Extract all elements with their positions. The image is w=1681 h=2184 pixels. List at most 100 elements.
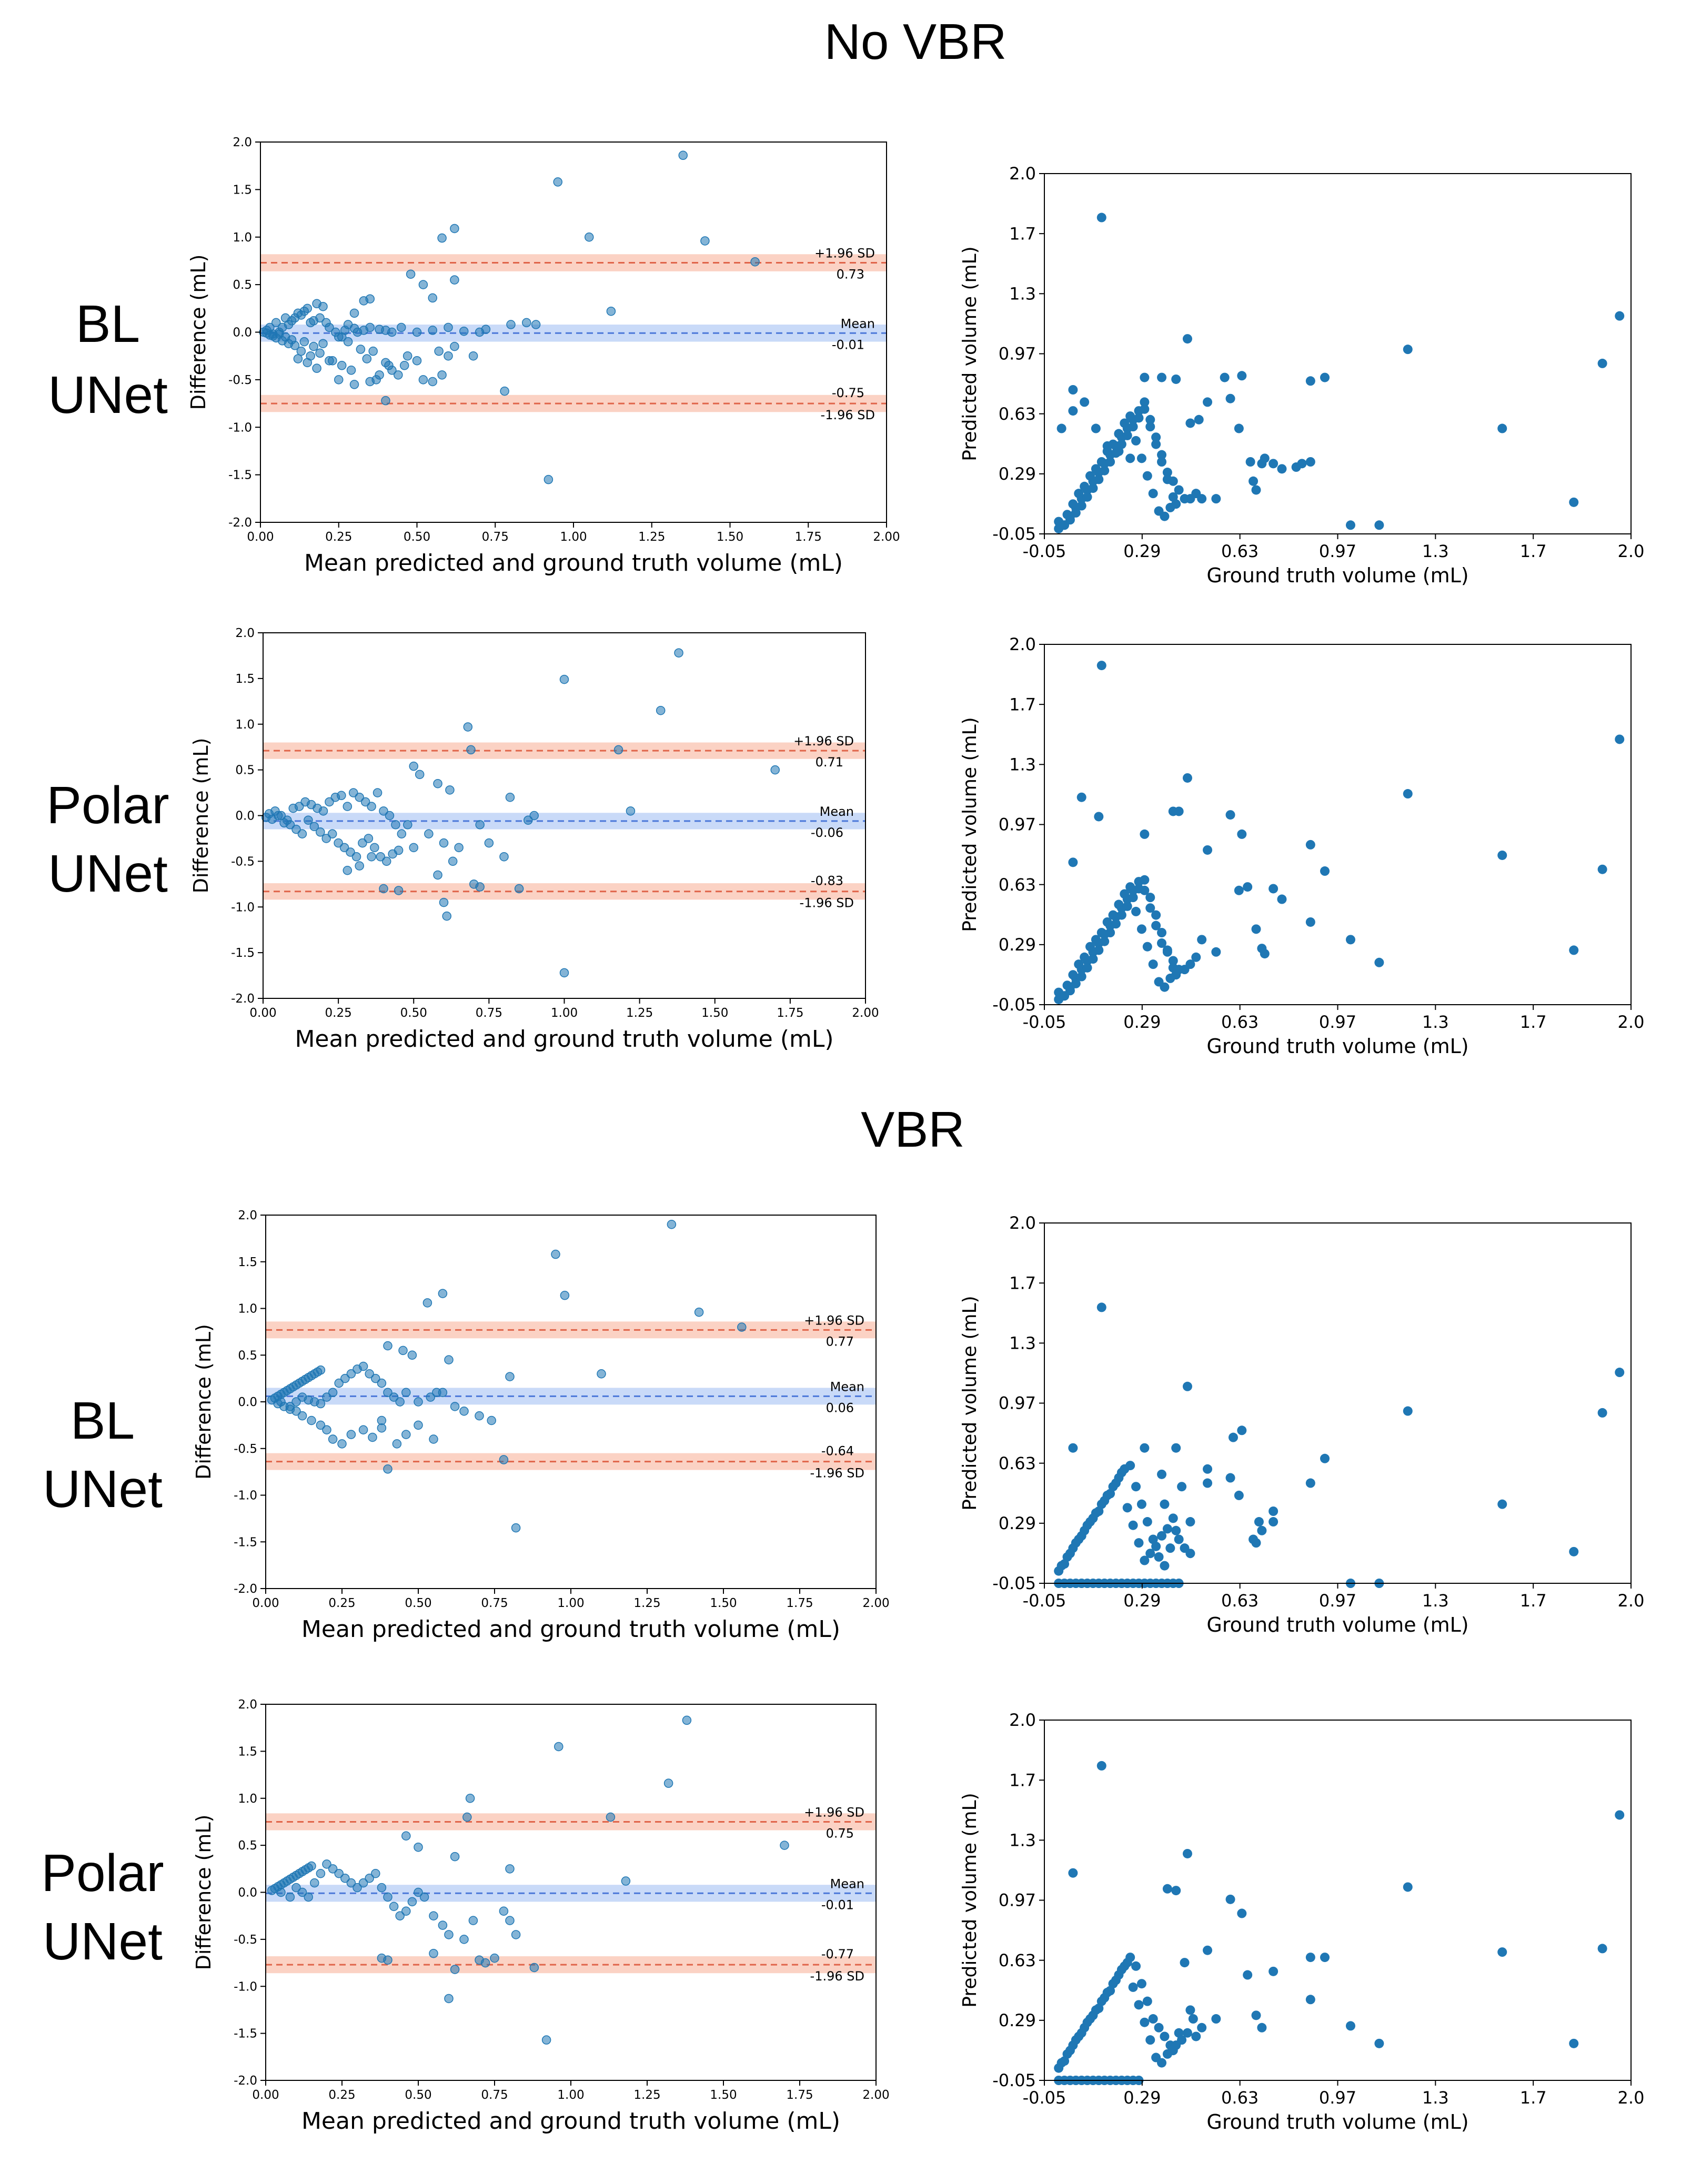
data-point [1140,829,1150,839]
data-point [1305,1995,1315,2005]
data-point [371,1373,380,1383]
lower-sd-label: -1.96 SD [810,1969,864,1984]
x-axis-label: Ground truth volume (mL) [1206,1035,1468,1058]
data-point [285,820,295,830]
data-point [395,1911,405,1920]
data-point [358,1425,368,1434]
data-point [304,1892,313,1902]
mean-value: -0.06 [811,825,843,840]
data-point [505,793,515,802]
data-point [1128,422,1138,432]
data-point [328,356,337,366]
data-point [414,1420,423,1430]
data-point [1100,936,1110,946]
y-tick-label: 0.97 [999,1393,1036,1413]
data-point [394,886,404,895]
data-point [1105,457,1115,467]
data-point [1068,1868,1078,1878]
data-point [370,843,379,853]
data-point [1185,1549,1195,1559]
data-point [1114,429,1124,439]
data-point [294,802,304,811]
data-point [1065,1549,1075,1559]
data-point [377,1415,387,1425]
lower-sd-value: -0.64 [821,1444,854,1459]
x-axis-label: Mean predicted and ground truth volume (… [304,550,843,577]
y-axis-label: Predicted volume (mL) [959,1296,981,1510]
data-point [1403,1406,1413,1416]
data-point [337,332,347,342]
x-tick-label: 1.00 [557,2088,584,2102]
data-point [401,1388,411,1397]
x-tick-label: -0.05 [1023,1591,1066,1611]
data-point [394,845,404,855]
data-point [1251,2010,1261,2020]
row-label-polar-unet-1-line2: UNet [48,844,168,903]
data-point [1140,875,1150,885]
data-point [1082,963,1092,973]
data-point [334,1378,344,1388]
data-point [438,1388,448,1397]
data-point [529,811,539,821]
data-point [1076,1531,1086,1541]
data-point [613,745,623,755]
row-label-bl-unet-2-line1: BL [71,1391,135,1450]
data-point [291,1883,301,1893]
data-point [385,811,395,821]
data-point [1122,1958,1132,1968]
x-tick-label: 0.97 [1319,2088,1356,2108]
data-point [414,1397,423,1407]
data-point [1185,959,1195,969]
x-tick-label: 2.00 [852,1006,879,1020]
data-point [318,301,328,311]
data-point [1597,1408,1607,1418]
row-label-polar-unet-1-line1: Polar [46,776,169,835]
x-axis-label: Ground truth volume (mL) [1206,564,1468,587]
x-tick-label: 1.7 [1520,1591,1547,1611]
data-point [1142,942,1152,952]
y-tick-label: -0.5 [234,1442,257,1456]
y-axis-label: Difference (mL) [192,1324,215,1480]
y-tick-label: 2.0 [1009,634,1036,654]
x-tick-label: 0.97 [1319,1012,1356,1032]
data-point [1116,910,1126,920]
data-point [316,1869,326,1878]
data-point [355,793,364,802]
data-point [1269,1966,1279,1976]
data-point [1085,942,1095,952]
data-point [439,838,449,848]
data-point [346,1369,356,1379]
y-tick-label: 1.5 [238,1745,257,1758]
data-point [1225,1894,1235,1904]
data-point [737,1322,747,1332]
data-point [1151,439,1161,449]
data-point [271,318,281,328]
data-point [381,396,390,406]
y-tick-label: 0.97 [999,344,1036,364]
data-point [291,824,301,834]
y-tick-label: 0.63 [999,404,1036,424]
x-axis-label: Mean predicted and ground truth volume (… [301,1616,840,1643]
data-point [1168,963,1178,973]
data-point [1094,1506,1104,1516]
upper-sd-value: 0.71 [816,755,843,770]
data-point [1111,1975,1121,1985]
upper-sd-label: +1.96 SD [804,1313,864,1328]
data-point [328,1864,338,1874]
data-point [349,788,358,797]
data-point [315,313,325,323]
data-point [700,236,710,246]
data-point [475,1411,484,1421]
data-point [1260,949,1270,959]
data-point [531,320,541,329]
data-point [1065,986,1075,996]
y-tick-label: 0.0 [238,1886,257,1900]
data-point [1197,935,1207,945]
data-point [407,1897,417,1907]
data-point [1125,882,1135,892]
data-point [309,341,318,351]
data-point [621,1876,631,1886]
data-point [414,1842,423,1852]
data-point [1145,414,1155,424]
data-point [1237,1425,1247,1435]
